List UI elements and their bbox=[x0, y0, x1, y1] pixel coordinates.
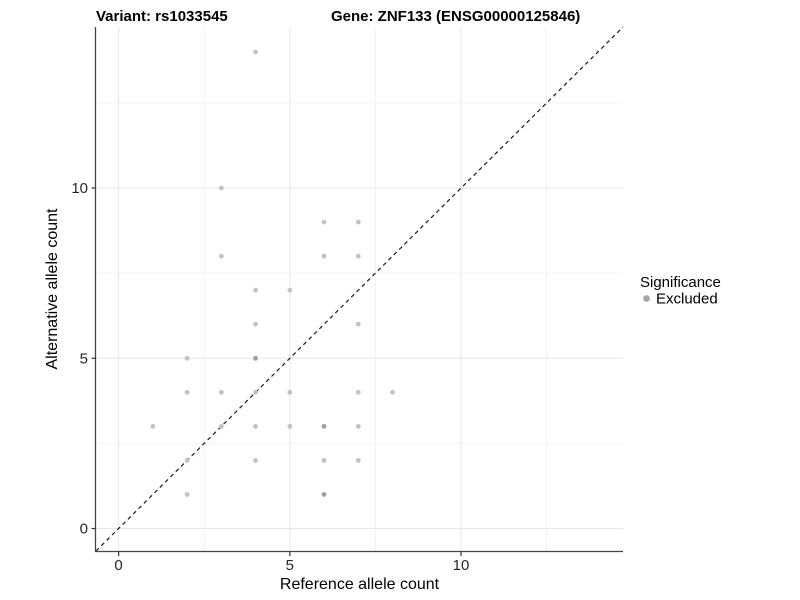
data-point bbox=[253, 423, 258, 429]
data-point bbox=[321, 492, 327, 497]
data-point bbox=[218, 389, 224, 395]
data-point bbox=[355, 253, 361, 259]
data-point bbox=[287, 423, 293, 429]
data-point bbox=[218, 423, 224, 429]
data-point bbox=[184, 389, 190, 395]
data-point bbox=[253, 321, 258, 327]
data-point bbox=[184, 458, 190, 463]
data-point bbox=[253, 49, 258, 55]
data-point bbox=[321, 219, 327, 225]
legend-item-label: Excluded bbox=[656, 291, 718, 308]
data-point bbox=[253, 389, 258, 395]
data-point bbox=[287, 389, 293, 395]
identity-line bbox=[95, 26, 624, 552]
data-point bbox=[321, 423, 327, 429]
data-point bbox=[287, 287, 293, 293]
legend-title: Significance bbox=[640, 274, 721, 291]
data-point bbox=[355, 321, 361, 327]
data-point bbox=[253, 287, 258, 293]
plot-title-variant: Variant: rs1033545 bbox=[96, 8, 228, 25]
data-point bbox=[321, 458, 327, 463]
y-tick-label: 5 bbox=[80, 350, 88, 367]
data-point bbox=[390, 389, 395, 395]
grid-major bbox=[96, 27, 623, 551]
data-point bbox=[184, 492, 190, 497]
y-axis-ticks: 0 5 10 bbox=[71, 180, 96, 538]
legend-point-icon bbox=[643, 295, 650, 302]
y-axis-title: Alternative allele count bbox=[44, 208, 61, 370]
scatter-points bbox=[150, 49, 395, 497]
data-point bbox=[321, 253, 327, 259]
data-point bbox=[218, 253, 224, 259]
data-point bbox=[184, 355, 190, 361]
x-tick-label: 5 bbox=[286, 557, 294, 574]
data-point bbox=[218, 185, 224, 191]
legend: Significance Excluded bbox=[640, 274, 721, 308]
data-point bbox=[355, 458, 361, 463]
x-tick-label: 0 bbox=[114, 557, 122, 574]
plot-title-gene: Gene: ZNF133 (ENSG00000125846) bbox=[331, 8, 580, 25]
data-point bbox=[253, 458, 258, 463]
data-point bbox=[355, 423, 361, 429]
y-tick-label: 0 bbox=[80, 521, 88, 538]
data-point bbox=[253, 355, 258, 361]
grid-minor bbox=[96, 27, 623, 551]
x-axis-ticks: 0 5 10 bbox=[114, 551, 470, 574]
y-tick-label: 10 bbox=[71, 180, 88, 197]
x-tick-label: 10 bbox=[453, 557, 470, 574]
data-point bbox=[150, 423, 156, 429]
data-point bbox=[355, 219, 361, 225]
x-axis-title: Reference allele count bbox=[280, 576, 440, 593]
data-point bbox=[355, 389, 361, 395]
